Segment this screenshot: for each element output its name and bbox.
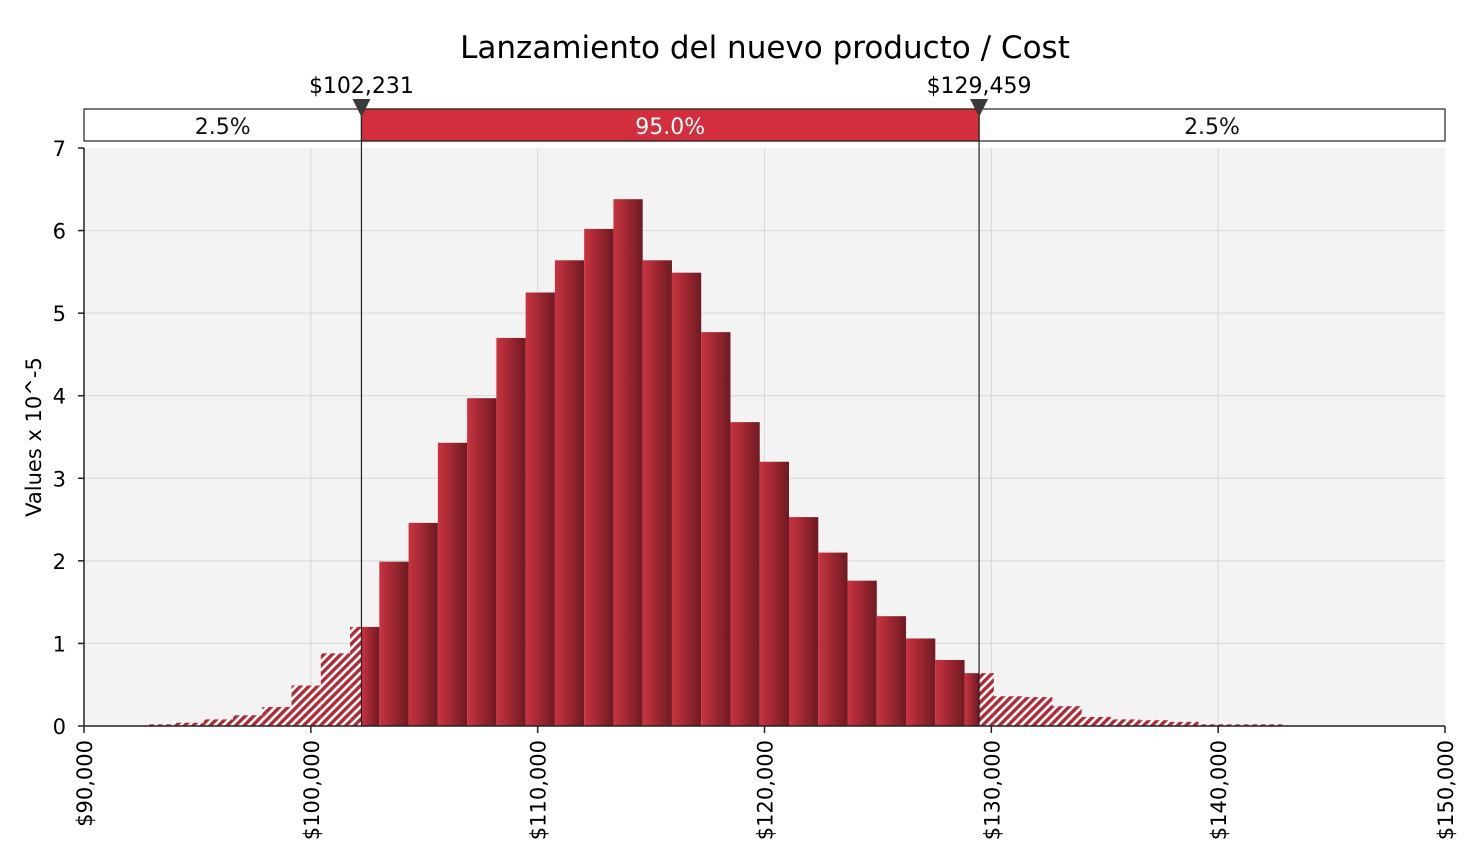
histogram-bar bbox=[818, 552, 848, 726]
histogram-bar bbox=[1140, 720, 1170, 726]
histogram-bar bbox=[979, 673, 994, 726]
histogram-bar bbox=[467, 398, 497, 726]
delimiter-markers: $102,231 $129,459 bbox=[309, 74, 1032, 726]
delimiter-triangle-icon[interactable] bbox=[970, 99, 989, 117]
x-tick-label: $150,000 bbox=[1434, 740, 1458, 840]
histogram-bar bbox=[361, 626, 380, 726]
histogram-bar bbox=[788, 517, 819, 726]
histogram-bar bbox=[701, 332, 731, 726]
x-tick-label: $130,000 bbox=[980, 740, 1004, 840]
x-tick-label: $120,000 bbox=[754, 740, 778, 840]
histogram-bar bbox=[876, 616, 907, 726]
histogram-bar bbox=[1257, 724, 1287, 726]
histogram-bar bbox=[642, 260, 672, 726]
histogram-bar bbox=[1023, 697, 1053, 726]
x-tick-label: $110,000 bbox=[527, 740, 551, 840]
y-tick-label: 0 bbox=[53, 715, 66, 739]
chart-title: Lanzamiento del nuevo producto / Cost bbox=[460, 30, 1070, 66]
delimiter-value-label: $129,459 bbox=[927, 74, 1032, 99]
histogram-bar bbox=[613, 199, 643, 727]
histogram-bar bbox=[496, 337, 526, 726]
percentile-band: 2.5% 95.0% 2.5% bbox=[83, 108, 1446, 142]
y-axis-ticks: 0 1 2 3 4 5 6 7 bbox=[53, 137, 84, 739]
histogram-bar bbox=[906, 638, 936, 726]
histogram-bars bbox=[145, 199, 1287, 727]
band-region-label: 2.5% bbox=[195, 115, 251, 140]
histogram-bar bbox=[203, 719, 234, 726]
x-axis-ticks: $90,000 $100,000 $110,000 $120,000 $130,000 $… bbox=[73, 726, 1458, 840]
histogram-bar bbox=[525, 292, 555, 726]
histogram-bar bbox=[379, 561, 409, 726]
delimiter-value-label: $102,231 bbox=[309, 74, 414, 99]
histogram-bar bbox=[847, 580, 877, 726]
band-region-label: 2.5% bbox=[1184, 115, 1240, 140]
x-tick-label: $100,000 bbox=[300, 740, 324, 840]
histogram-bar bbox=[554, 260, 585, 726]
histogram-bar bbox=[730, 422, 760, 726]
histogram-bar bbox=[964, 673, 980, 726]
x-tick-label: $140,000 bbox=[1207, 740, 1231, 840]
histogram-bar bbox=[1227, 724, 1258, 726]
y-tick-label: 3 bbox=[53, 467, 66, 491]
histogram-bar bbox=[320, 653, 351, 726]
histogram-bar bbox=[993, 696, 1024, 726]
x-tick-label: $90,000 bbox=[73, 740, 97, 827]
y-tick-label: 6 bbox=[53, 220, 66, 244]
histogram-bar bbox=[759, 461, 789, 726]
histogram-bar bbox=[291, 685, 321, 726]
histogram-bar bbox=[935, 659, 965, 726]
histogram-bar bbox=[233, 715, 263, 726]
histogram-bar bbox=[350, 626, 362, 726]
y-axis-label: Values x 10^-5 bbox=[22, 357, 46, 517]
histogram-bar bbox=[174, 722, 204, 726]
histogram-bar bbox=[262, 707, 292, 726]
histogram-bar bbox=[1169, 721, 1199, 726]
histogram-bar bbox=[145, 724, 175, 726]
y-tick-label: 4 bbox=[53, 385, 66, 409]
y-tick-label: 2 bbox=[53, 550, 66, 574]
y-tick-label: 5 bbox=[53, 302, 66, 326]
histogram-bar bbox=[1081, 716, 1111, 726]
histogram-bar bbox=[1110, 719, 1141, 726]
histogram-bar bbox=[437, 442, 468, 726]
histogram-bar bbox=[1198, 724, 1228, 726]
band-region-label: 95.0% bbox=[635, 115, 705, 140]
histogram-bar bbox=[1052, 706, 1082, 726]
histogram-bar bbox=[584, 228, 614, 727]
delimiter-triangle-icon[interactable] bbox=[352, 99, 371, 117]
grid-lines bbox=[84, 148, 1445, 726]
y-tick-label: 1 bbox=[53, 632, 66, 656]
histogram-bar bbox=[408, 522, 438, 726]
y-tick-label: 7 bbox=[53, 137, 66, 161]
histogram-bar bbox=[671, 272, 702, 726]
